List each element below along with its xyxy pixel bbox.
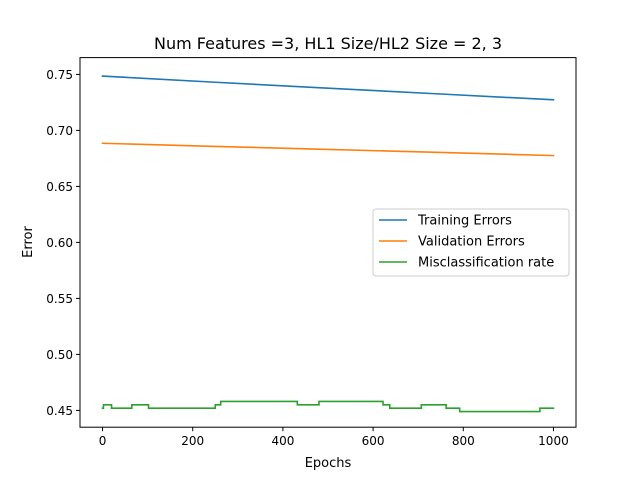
legend-label: Validation Errors [418,235,525,250]
legend: Training Errors Validation Errors Misclass… [372,208,570,277]
series-line-1 [101,75,555,101]
x-tick-label: 400 [271,434,294,448]
x-tick-label: 1000 [538,434,569,448]
x-tick-label: 0 [99,434,107,448]
legend-box [372,208,570,277]
y-tick-label: 0.55 [46,292,73,306]
y-tick-label: 0.75 [46,68,73,82]
y-axis: 0.45 0.50 0.55 0.60 0.65 0.70 0.75 [46,68,80,418]
y-tick-label: 0.60 [46,236,73,250]
y-tick-label: 0.65 [46,180,73,194]
y-tick-label: 0.70 [46,124,73,138]
chart-title: Num Features =3, HL1 Size/HL2 Size = 2, … [154,34,502,53]
y-tick-label: 0.45 [46,404,73,418]
legend-label: Training Errors [417,214,512,229]
x-tick-label: 600 [362,434,385,448]
legend-label: Misclassification rate [418,256,554,271]
x-tick-label: 800 [452,434,475,448]
y-axis-label: Error [21,226,36,258]
x-axis: 0 200 400 600 800 1000 [99,427,569,448]
x-axis-label: Epochs [305,456,352,471]
y-tick-label: 0.50 [46,348,73,362]
series-lines [101,75,555,413]
x-tick-label: 200 [181,434,204,448]
series-line-2 [101,142,555,157]
series-line-3 [101,400,555,413]
